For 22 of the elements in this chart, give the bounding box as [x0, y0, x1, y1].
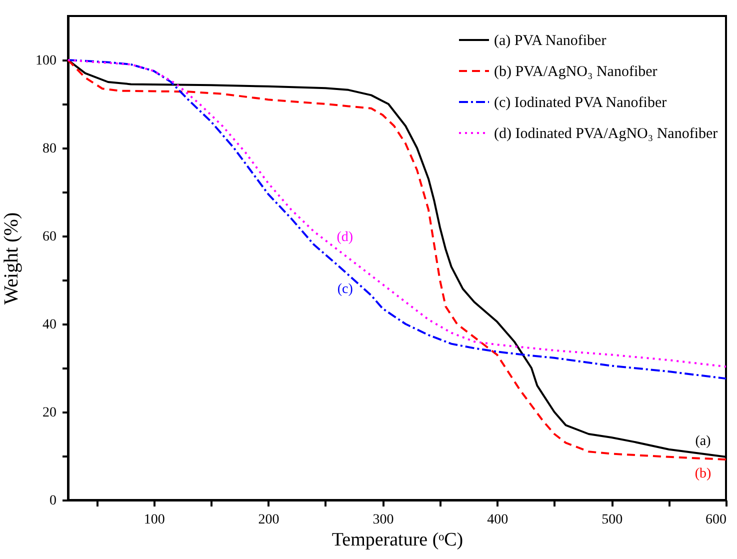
annotation: (c)	[337, 282, 354, 297]
y-tick-label: 100	[36, 54, 56, 68]
y-axis-title: Weight (%)	[0, 212, 22, 305]
y-tick-label: 0	[50, 494, 56, 508]
x-tick-label: 400	[487, 512, 508, 528]
y-tick-label: 60	[42, 230, 56, 244]
annotation: (a)	[695, 434, 712, 449]
x-tick-label: 100	[144, 512, 165, 528]
legend-label: (c) Iodinated PVA Nanofiber	[494, 95, 667, 111]
y-tick-label: 20	[42, 406, 56, 420]
legend-label: (d) Iodinated PVA/AgNO₃ Nanofiber	[494, 126, 718, 142]
x-axis-title: Temperature (ᵒC)	[332, 530, 464, 550]
legend-label: (a) PVA Nanofiber	[494, 33, 606, 49]
x-tick-label: 600	[706, 512, 726, 528]
annotation: (d)	[336, 230, 354, 246]
y-tick-label: 40	[42, 318, 56, 332]
x-tick-label: 200	[258, 512, 280, 528]
y-tick-label: 80	[42, 142, 56, 156]
x-tick-label: 500	[602, 512, 623, 528]
legend-label: (b) PVA/AgNO₃ Nanofiber	[494, 64, 658, 80]
annotation: (b)	[694, 466, 712, 482]
x-tick-label: 300	[372, 512, 394, 528]
